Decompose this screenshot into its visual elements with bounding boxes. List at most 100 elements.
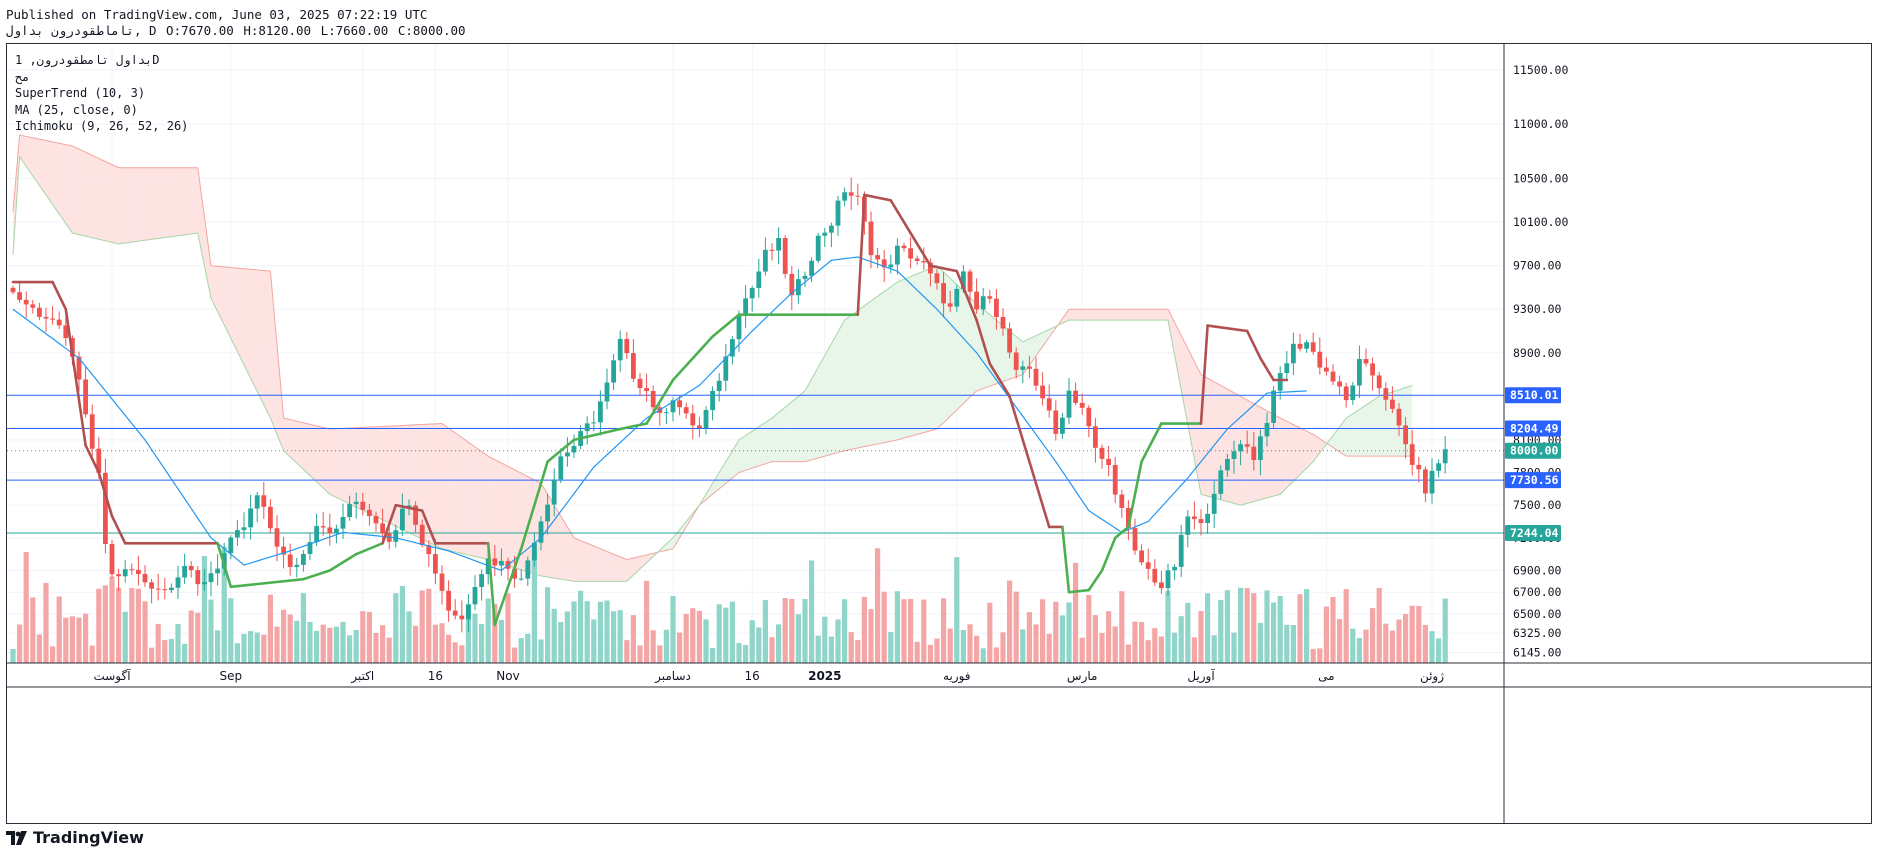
candle[interactable] — [294, 557, 300, 578]
candle[interactable] — [400, 493, 405, 536]
chart-frame[interactable]: 11500.00 11000.00 10500.00 10100.00 9700.00 9… — [6, 43, 1872, 824]
candle[interactable] — [63, 317, 69, 346]
candle[interactable] — [1304, 339, 1309, 353]
supertrend-segment[interactable] — [84, 444, 101, 474]
candle[interactable] — [1211, 480, 1217, 528]
candle[interactable] — [1112, 457, 1118, 504]
candle[interactable] — [1297, 333, 1303, 352]
candle[interactable] — [934, 269, 940, 290]
supertrend-segment[interactable] — [1199, 324, 1209, 425]
candle[interactable] — [518, 569, 524, 581]
candle[interactable] — [565, 437, 570, 467]
candle[interactable] — [1231, 440, 1237, 474]
candle[interactable] — [439, 565, 445, 605]
candle[interactable] — [261, 482, 267, 520]
candle[interactable] — [1337, 375, 1342, 396]
supertrend-segment[interactable] — [519, 460, 549, 551]
candle[interactable] — [631, 339, 636, 382]
candle[interactable] — [809, 257, 814, 283]
candle[interactable] — [433, 539, 438, 584]
candle[interactable] — [169, 583, 174, 593]
candle[interactable] — [967, 269, 973, 304]
price-label-badge[interactable]: 7730.56 — [1505, 472, 1561, 489]
supertrend-segment[interactable] — [493, 547, 523, 627]
candle[interactable] — [320, 511, 326, 536]
candle[interactable] — [393, 524, 399, 548]
candle[interactable] — [697, 416, 702, 438]
price-chart[interactable]: 11500.00 11000.00 10500.00 10100.00 9700.00 9… — [7, 44, 1871, 823]
candle[interactable] — [380, 508, 385, 544]
candle[interactable] — [1258, 429, 1263, 476]
legend-supertrend[interactable]: SuperTrend (10, 3) — [15, 86, 146, 100]
legend-ma[interactable]: MA (25, close, 0) — [15, 102, 138, 117]
candle[interactable] — [1205, 503, 1210, 534]
candle[interactable] — [644, 373, 649, 402]
supertrend-segment[interactable] — [645, 378, 675, 425]
candle[interactable] — [835, 196, 841, 236]
candle[interactable] — [241, 512, 247, 539]
price-label-badge[interactable]: 7244.04 — [1505, 525, 1561, 542]
supertrend-segment[interactable] — [51, 280, 68, 311]
candle[interactable] — [763, 237, 768, 276]
supertrend-segment[interactable] — [381, 503, 398, 545]
candle[interactable] — [1198, 509, 1204, 536]
candle[interactable] — [426, 540, 432, 567]
candle[interactable] — [23, 291, 29, 318]
supertrend-segment[interactable] — [486, 541, 497, 627]
candle[interactable] — [1423, 466, 1428, 502]
candle[interactable] — [974, 278, 979, 314]
candle[interactable] — [419, 519, 425, 548]
candle[interactable] — [947, 290, 953, 312]
candle[interactable] — [479, 569, 484, 601]
candle[interactable] — [142, 565, 148, 587]
supertrend-segment[interactable] — [229, 577, 305, 589]
candle[interactable] — [1403, 417, 1408, 459]
candle[interactable] — [1284, 351, 1290, 380]
candle[interactable] — [776, 227, 781, 265]
supertrend-segment[interactable] — [394, 503, 424, 512]
candle[interactable] — [446, 580, 451, 622]
supertrend-segment[interactable] — [97, 471, 114, 518]
legend-ichimoku[interactable]: Ichimoku (9, 26, 52, 26) — [15, 119, 189, 133]
candle[interactable] — [1218, 465, 1224, 500]
candle[interactable] — [360, 492, 366, 516]
candle[interactable] — [452, 599, 458, 620]
candle[interactable] — [1357, 345, 1362, 398]
candle[interactable] — [868, 211, 874, 269]
candle[interactable] — [492, 545, 498, 576]
candle[interactable] — [690, 404, 696, 440]
supertrend-segment[interactable] — [671, 335, 714, 382]
candle[interactable] — [1376, 371, 1382, 395]
candle[interactable] — [499, 548, 504, 576]
candle[interactable] — [215, 553, 220, 586]
supertrend-segment[interactable] — [64, 307, 87, 447]
candle[interactable] — [1145, 548, 1151, 580]
candle[interactable] — [545, 493, 550, 535]
candle[interactable] — [327, 513, 333, 546]
candle[interactable] — [268, 499, 273, 533]
candle[interactable] — [274, 515, 280, 562]
candle[interactable] — [162, 577, 168, 600]
candle[interactable] — [1040, 372, 1045, 406]
supertrend-segment[interactable] — [711, 313, 741, 338]
candle[interactable] — [1013, 347, 1019, 379]
price-label-badge[interactable]: 8000.00 — [1505, 442, 1561, 459]
candle[interactable] — [1053, 400, 1059, 441]
candle[interactable] — [1244, 430, 1250, 454]
candle[interactable] — [901, 242, 907, 252]
supertrend-segment[interactable] — [1206, 324, 1249, 333]
supertrend-segment[interactable] — [618, 422, 648, 431]
candle[interactable] — [598, 390, 603, 436]
candle[interactable] — [1119, 489, 1125, 518]
legend-symbol[interactable]: بداول تامطقودرون, 1D — [15, 53, 160, 67]
candle[interactable] — [1409, 429, 1415, 476]
candle[interactable] — [848, 177, 854, 211]
candle[interactable] — [1007, 322, 1012, 359]
candle[interactable] — [683, 402, 689, 419]
candle[interactable] — [103, 458, 108, 554]
candle[interactable] — [994, 289, 999, 330]
supertrend-segment[interactable] — [328, 552, 358, 572]
candle[interactable] — [749, 285, 755, 312]
candle[interactable] — [1330, 364, 1336, 386]
candle[interactable] — [908, 237, 913, 269]
